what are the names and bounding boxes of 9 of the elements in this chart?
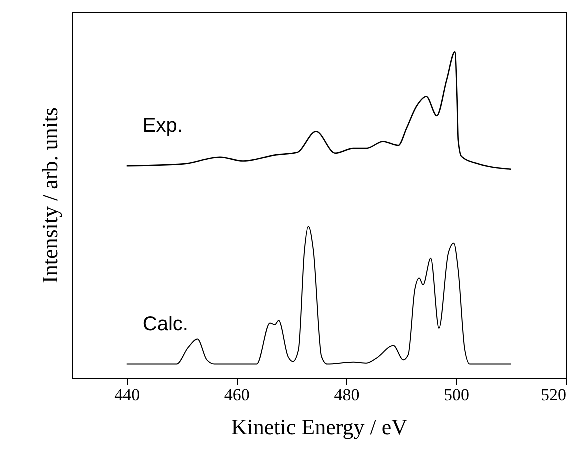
series-label: Calc. xyxy=(142,313,188,336)
x-tick-label: 520 xyxy=(541,386,566,404)
x-tick-label: 440 xyxy=(114,386,140,404)
x-tick-label: 480 xyxy=(334,386,360,404)
series-label: Exp. xyxy=(142,115,183,138)
x-tick-label: 460 xyxy=(224,386,250,404)
x-axis-title: Kinetic Energy / eV xyxy=(231,414,408,440)
y-axis-title: Intensity / arb. units xyxy=(38,108,62,284)
x-tick-label: 500 xyxy=(444,386,470,404)
